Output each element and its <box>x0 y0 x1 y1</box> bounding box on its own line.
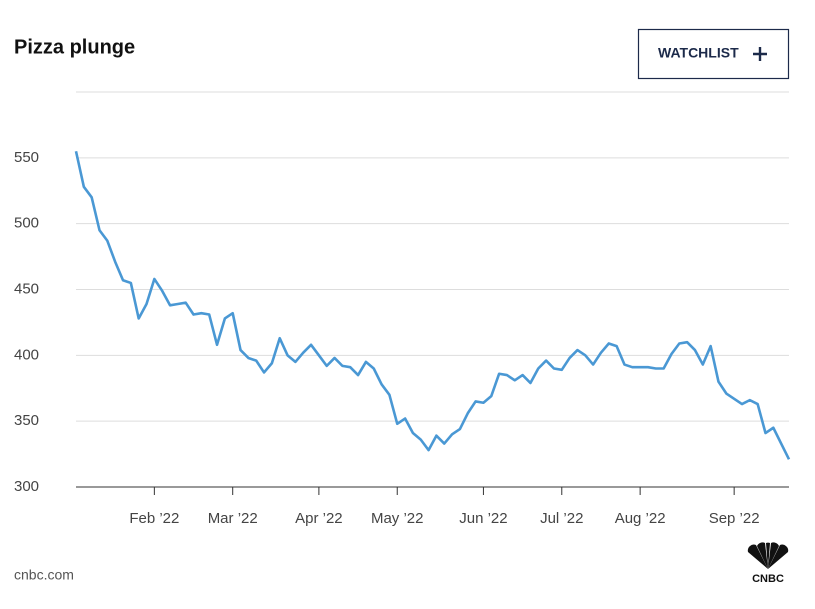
y-tick-label: 550 <box>14 149 39 166</box>
y-tick-label: 300 <box>14 478 39 495</box>
cnbc-logo: CNBC <box>747 542 789 585</box>
x-tick-label: Mar ’22 <box>208 510 258 527</box>
x-tick-label: Aug ’22 <box>615 510 666 527</box>
x-tick-label: Apr ’22 <box>295 510 343 527</box>
y-tick-label: 350 <box>14 412 39 429</box>
x-tick-label: Sep ’22 <box>709 510 760 527</box>
y-tick-label: 500 <box>14 215 39 232</box>
logo-text: CNBC <box>752 573 784 585</box>
plus-icon <box>753 47 767 61</box>
chart-title: Pizza plunge <box>14 36 135 58</box>
y-tick-label: 450 <box>14 280 39 297</box>
line-series <box>74 150 791 460</box>
button-label: WATCHLIST <box>658 45 739 61</box>
x-tick-label: Jun ’22 <box>459 510 507 527</box>
x-tick-label: Jul ’22 <box>540 510 583 527</box>
logo-petal <box>757 542 768 569</box>
y-tick-label: 400 <box>14 346 39 363</box>
x-tick-label: Feb ’22 <box>129 510 179 527</box>
logo-petal <box>768 542 779 569</box>
logo-petal <box>747 544 768 569</box>
source: cnbc.com <box>14 567 74 583</box>
x-tick-label: May ’22 <box>371 510 424 527</box>
logo-petal <box>766 542 770 569</box>
logo-petal <box>768 544 789 569</box>
watchlist-button[interactable]: WATCHLIST <box>637 28 790 80</box>
